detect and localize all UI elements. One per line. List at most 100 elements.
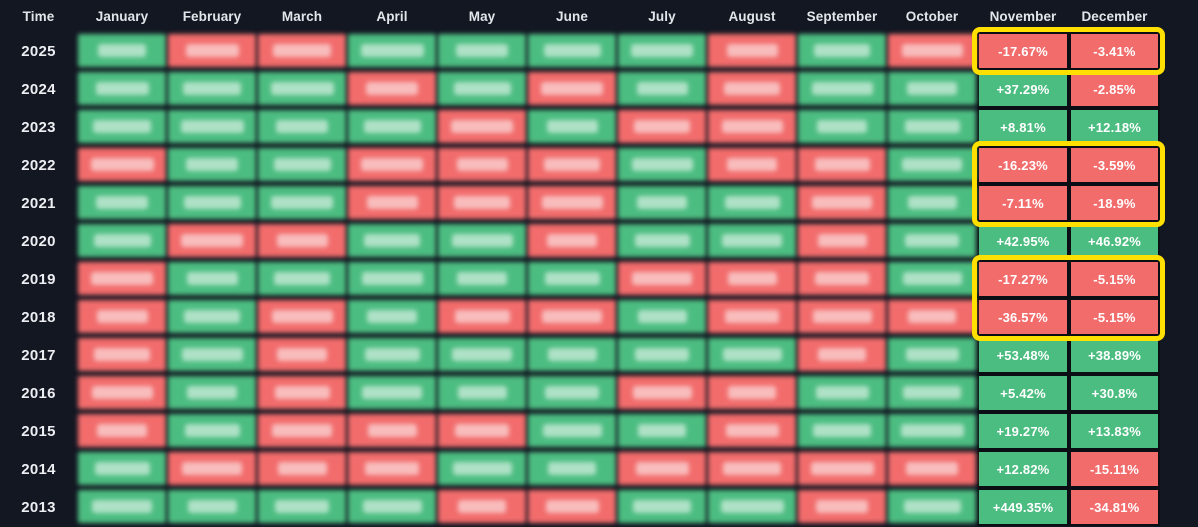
blurred-value — [541, 82, 603, 95]
cell-2015-december: +13.83% — [1069, 412, 1160, 450]
blurred-value — [815, 272, 869, 285]
cell-2023-october — [887, 108, 977, 146]
blurred-value — [277, 348, 327, 361]
blurred-value — [906, 462, 958, 475]
cell-2019-november: -17.27% — [977, 260, 1069, 298]
blurred-value — [902, 158, 962, 171]
blurred-value — [183, 82, 241, 95]
blurred-value — [638, 424, 686, 437]
row-label-2023: 2023 — [21, 118, 56, 136]
positive-cell-fill — [798, 376, 886, 409]
cell-2020-july — [617, 222, 707, 260]
positive-cell-fill — [618, 490, 706, 523]
blurred-value — [271, 310, 333, 323]
cell-2021-march — [257, 184, 347, 222]
cell-2020-february — [167, 222, 257, 260]
negative-cell-fill — [528, 224, 616, 257]
positive-cell-fill — [168, 414, 256, 447]
cell-2017-may — [437, 336, 527, 374]
cell-2025-december: -3.41% — [1069, 32, 1160, 70]
cell-2022-may — [437, 146, 527, 184]
blurred-value — [367, 424, 417, 437]
cell-2021-september — [797, 184, 887, 222]
positive-cell-fill — [708, 186, 796, 219]
cell-2023-march — [257, 108, 347, 146]
blurred-value — [187, 386, 237, 399]
cell-2020-january — [77, 222, 167, 260]
blurred-value — [546, 120, 598, 133]
blurred-value — [637, 196, 687, 209]
cell-2021-february — [167, 184, 257, 222]
positive-cell-fill — [888, 148, 976, 181]
blurred-value — [362, 386, 422, 399]
negative-cell-fill — [168, 224, 256, 257]
blurred-value — [635, 348, 689, 361]
cell-2020-december: +46.92% — [1069, 222, 1160, 260]
blurred-value — [631, 44, 693, 57]
cell-2017-february — [167, 336, 257, 374]
negative-cell-fill — [798, 148, 886, 181]
cell-2025-november: -17.67% — [977, 32, 1069, 70]
blurred-value — [544, 272, 600, 285]
blurred-value — [724, 196, 780, 209]
blurred-value — [900, 424, 964, 437]
blurred-value — [276, 120, 328, 133]
row-label-2015: 2015 — [21, 422, 56, 440]
cell-2022-december: -3.59% — [1069, 146, 1160, 184]
blurred-value — [902, 272, 962, 285]
blurred-value — [816, 500, 868, 513]
cell-2020-june — [527, 222, 617, 260]
negative-cell-fill — [78, 262, 166, 295]
positive-cell-fill — [168, 300, 256, 333]
cell-2016-july — [617, 374, 707, 412]
cell-2013-april — [347, 488, 437, 526]
positive-cell-fill — [798, 34, 886, 67]
cell-2018-june — [527, 298, 617, 336]
blurred-value — [181, 348, 243, 361]
negative-cell-fill — [258, 34, 346, 67]
negative-cell-fill — [258, 414, 346, 447]
cell-2025-january — [77, 32, 167, 70]
positive-cell-fill — [78, 224, 166, 257]
cell-2021-december: -18.9% — [1069, 184, 1160, 222]
blurred-value — [547, 234, 597, 247]
blurred-value — [817, 234, 867, 247]
negative-cell-fill — [438, 414, 526, 447]
cell-2018-december: -5.15% — [1069, 298, 1160, 336]
cell-2022-september — [797, 146, 887, 184]
positive-cell-fill — [708, 224, 796, 257]
negative-cell-fill — [348, 148, 436, 181]
blurred-value — [725, 424, 779, 437]
negative-cell-fill — [528, 186, 616, 219]
blurred-value — [636, 82, 688, 95]
blurred-value — [270, 82, 334, 95]
cell-2024-february — [167, 70, 257, 108]
negative-cell-fill — [438, 490, 526, 523]
positive-cell-fill — [528, 376, 616, 409]
cell-2022-january — [77, 146, 167, 184]
positive-cell-fill — [528, 110, 616, 143]
cell-2020-august — [707, 222, 797, 260]
blurred-value — [908, 310, 956, 323]
cell-2024-november: +37.29% — [977, 70, 1069, 108]
blurred-value — [451, 234, 513, 247]
blurred-value — [724, 82, 780, 95]
blurred-value — [184, 310, 240, 323]
blurred-value — [365, 462, 419, 475]
positive-cell-fill — [618, 300, 706, 333]
blurred-value — [360, 44, 424, 57]
cell-2024-april — [347, 70, 437, 108]
blurred-value — [903, 500, 961, 513]
cell-2024-july — [617, 70, 707, 108]
negative-cell-fill — [708, 148, 796, 181]
cell-2014-march — [257, 450, 347, 488]
cell-2023-june — [527, 108, 617, 146]
cell-2024-june — [527, 70, 617, 108]
blurred-value — [91, 386, 153, 399]
row-label-2017: 2017 — [21, 346, 56, 364]
row-label-2018: 2018 — [21, 308, 56, 326]
cell-2016-may — [437, 374, 527, 412]
row-label-2014: 2014 — [21, 460, 56, 478]
cell-2013-may — [437, 488, 527, 526]
positive-cell-fill — [258, 148, 346, 181]
